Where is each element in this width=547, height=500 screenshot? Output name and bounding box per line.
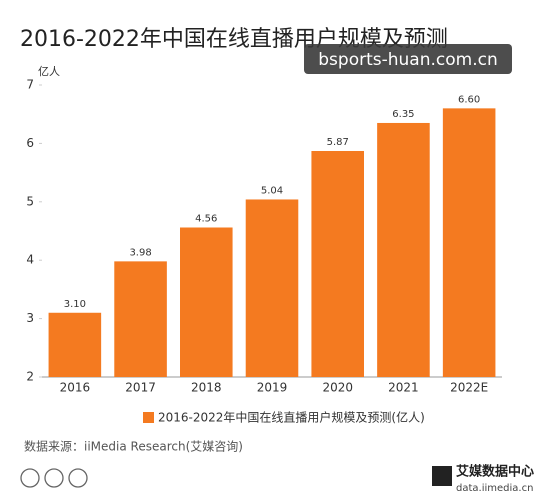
data-label: 6.35	[392, 109, 414, 120]
x-tick-label: 2016	[60, 381, 91, 395]
y-tick-label: 7	[26, 78, 34, 92]
y-tick-label: 3	[26, 311, 34, 325]
bar	[180, 227, 233, 377]
watermark: bsports-huan.com.cn	[318, 50, 497, 70]
data-label: 5.87	[327, 137, 349, 148]
source: 数据来源：iiMedia Research(艾媒咨询)	[24, 439, 243, 454]
logo-icon	[432, 466, 452, 486]
x-tick-label: 2022E	[450, 381, 488, 395]
x-tick-label: 2019	[257, 381, 288, 395]
x-tick-label: 2020	[322, 381, 353, 395]
x-tick-label: 2018	[191, 381, 222, 395]
bar	[377, 122, 430, 378]
y-tick-label: 2	[26, 370, 34, 384]
cc-icons	[20, 468, 88, 488]
bar	[442, 108, 496, 378]
x-tick-label: 2021	[388, 381, 419, 395]
legend-label: 2016-2022年中国在线直播用户规模及预测(亿人)	[158, 410, 425, 425]
bar	[245, 199, 299, 377]
y-tick-label: 6	[26, 136, 34, 150]
legend-swatch	[143, 412, 154, 423]
bar	[311, 150, 364, 377]
y-tick-label: 4	[26, 253, 34, 267]
bar	[114, 261, 167, 377]
x-tick-label: 2017	[125, 381, 156, 395]
watermark-box	[304, 44, 512, 74]
data-label: 3.10	[64, 299, 86, 310]
data-label: 4.56	[195, 213, 217, 224]
data-label: 6.60	[458, 94, 480, 105]
data-label: 3.98	[129, 247, 151, 258]
logo-name: 艾媒数据中心	[456, 464, 534, 480]
y-tick-label: 5	[26, 194, 34, 208]
logo-url: data.iimedia.cn	[456, 483, 533, 494]
data-label: 5.04	[261, 185, 283, 196]
y-unit: 亿人	[38, 65, 60, 78]
bar	[48, 312, 102, 377]
